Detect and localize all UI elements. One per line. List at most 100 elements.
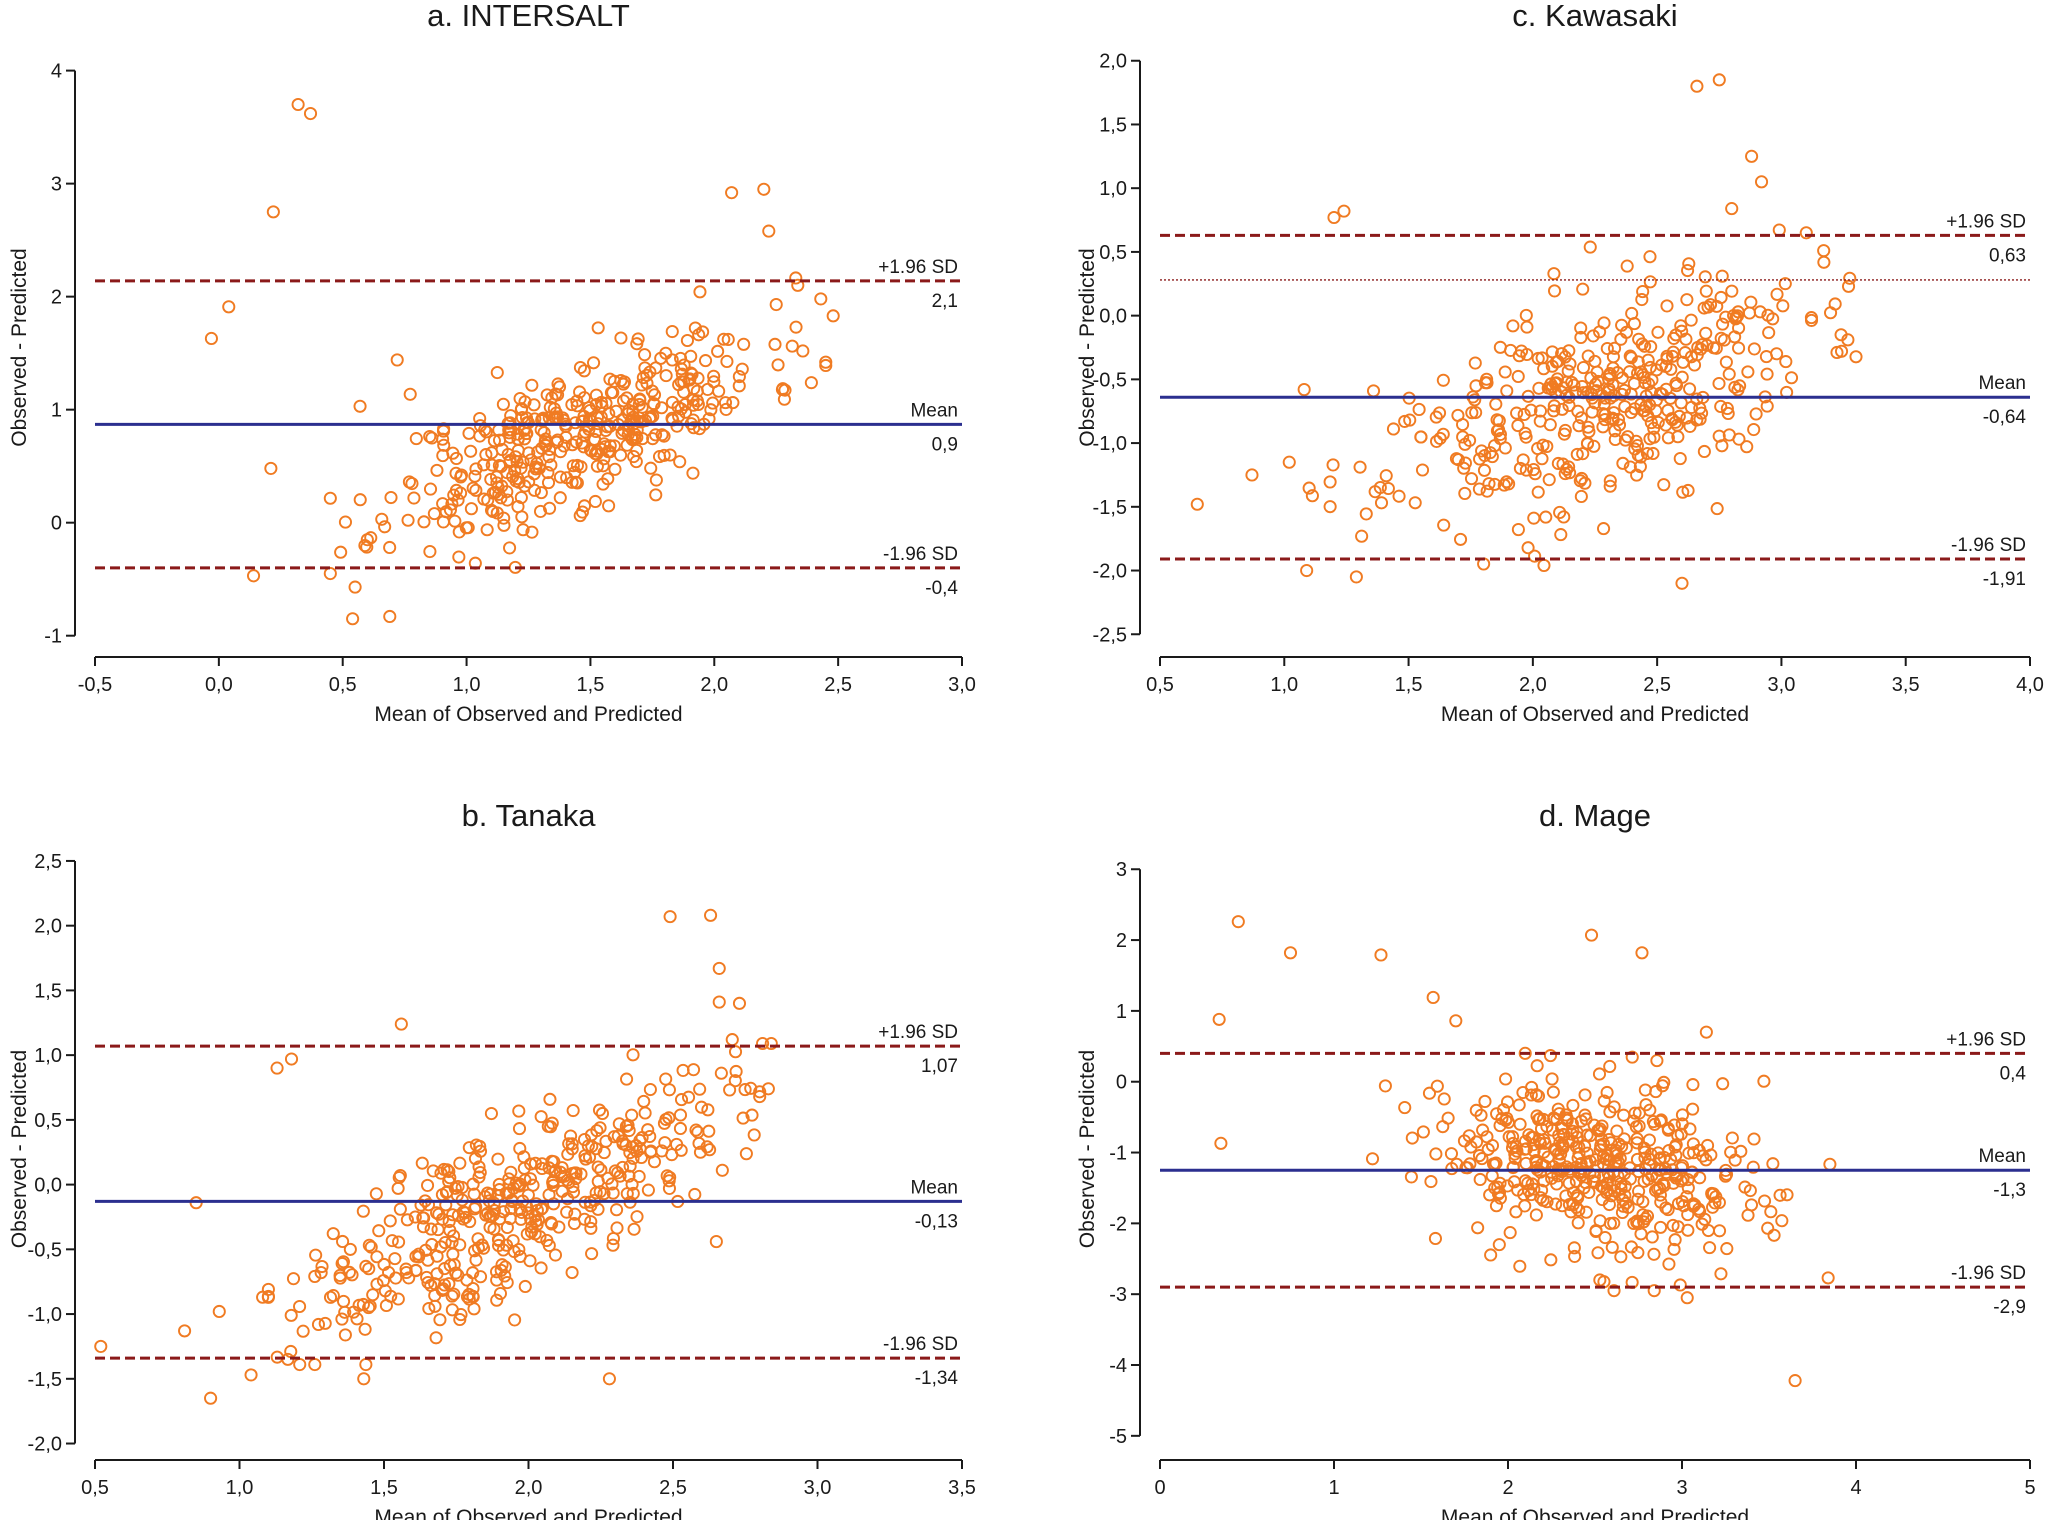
- upper-loa-value: 0,4: [2000, 1063, 2027, 1084]
- data-point: [1529, 1208, 1543, 1222]
- data-point: [1527, 511, 1541, 525]
- data-point: [704, 403, 718, 417]
- x-tick-label: 0,5: [81, 1477, 109, 1499]
- data-point: [1578, 1088, 1592, 1102]
- data-point: [1744, 295, 1758, 309]
- data-point: [627, 1222, 641, 1236]
- data-point: [1640, 446, 1654, 461]
- data-point: [1492, 1238, 1506, 1252]
- data-point: [1661, 1121, 1675, 1135]
- data-point: [1686, 1102, 1700, 1116]
- data-point: [1824, 306, 1838, 320]
- data-point: [311, 1317, 326, 1332]
- data-point: [1671, 430, 1685, 444]
- data-point: [1714, 1267, 1728, 1281]
- data-point: [485, 458, 499, 472]
- data-point: [500, 485, 514, 499]
- data-point: [434, 1240, 448, 1254]
- data-point: [303, 107, 318, 121]
- data-point: [244, 1368, 258, 1382]
- data-point: [1580, 1155, 1594, 1169]
- x-tick-label: 5: [2024, 1477, 2035, 1499]
- data-point: [1634, 1227, 1648, 1241]
- data-point: [425, 1237, 439, 1252]
- data-point: [1566, 1098, 1580, 1112]
- data-point: [1669, 376, 1683, 390]
- data-point: [707, 369, 721, 383]
- data-point: [635, 400, 649, 414]
- data-point: [1574, 321, 1588, 335]
- data-point: [655, 1144, 669, 1158]
- data-point: [1533, 404, 1547, 418]
- data-point: [416, 1211, 430, 1225]
- data-point: [1730, 309, 1745, 323]
- data-point: [375, 512, 389, 526]
- y-tick-label: -0,5: [1093, 369, 1127, 391]
- data-point: [1510, 406, 1524, 420]
- x-tick-label: -0,5: [78, 674, 112, 696]
- y-tick-label: 3: [51, 174, 62, 196]
- chart-panel-2: c. Kawasaki -2,5 -2,0 -1,5 -1,0 -0,5 0,0 0,5 1,0…: [1076, 0, 2044, 726]
- x-tick-label: 2: [1502, 1477, 1513, 1499]
- data-point: [384, 1289, 398, 1303]
- data-point: [535, 1161, 549, 1176]
- data-point: [684, 349, 698, 363]
- data-point: [1608, 432, 1622, 447]
- data-point: [1607, 1165, 1621, 1179]
- data-point: [1469, 1103, 1483, 1117]
- data-point: [1618, 1189, 1632, 1203]
- y-tick-label: 2: [51, 287, 62, 309]
- data-point: [595, 1106, 610, 1121]
- data-point: [1398, 414, 1412, 428]
- data-point: [1379, 469, 1393, 483]
- data-point: [628, 427, 642, 441]
- data-point: [1725, 1131, 1739, 1145]
- data-point: [383, 540, 397, 555]
- data-point: [1834, 328, 1848, 342]
- data-point: [1762, 326, 1776, 340]
- data-point: [455, 1180, 469, 1195]
- x-tick-label: 2,0: [700, 674, 728, 696]
- data-point: [1667, 331, 1681, 345]
- data-point: [629, 1139, 643, 1153]
- data-point: [296, 1324, 310, 1338]
- data-point: [323, 491, 337, 505]
- data-point: [514, 1212, 528, 1226]
- data-point: [1500, 384, 1514, 398]
- data-point: [1638, 1145, 1652, 1159]
- x-tick-label: 1,5: [1395, 674, 1423, 696]
- data-point: [518, 1279, 532, 1294]
- y-axis-label: Observed - Predicted: [8, 248, 31, 446]
- x-axis-label: Mean of Observed and Predicted: [1441, 703, 1749, 726]
- data-point: [1675, 324, 1689, 338]
- data-point: [1587, 439, 1601, 453]
- data-point: [1426, 990, 1440, 1004]
- data-point: [608, 462, 622, 476]
- data-point: [1557, 1128, 1571, 1142]
- data-point: [719, 402, 733, 416]
- data-point: [736, 1111, 750, 1125]
- data-point: [1749, 407, 1763, 421]
- data-point: [1326, 458, 1340, 472]
- x-tick-label: 0,5: [329, 674, 357, 696]
- data-point: [1650, 1054, 1664, 1068]
- x-tick-label: 2,5: [824, 674, 852, 696]
- data-point: [700, 1140, 714, 1154]
- data-point: [423, 545, 437, 559]
- data-point: [1727, 308, 1741, 323]
- data-point: [1799, 226, 1813, 240]
- data-point: [489, 1265, 504, 1279]
- data-point: [454, 468, 468, 482]
- data-point: [1537, 362, 1551, 376]
- data-point: [1542, 473, 1556, 487]
- data-point: [534, 1261, 548, 1275]
- data-point: [1373, 480, 1387, 495]
- y-axis-label: Observed - Predicted: [1076, 248, 1099, 446]
- x-tick-label: 1,5: [577, 674, 605, 696]
- data-point: [662, 1083, 676, 1097]
- data-point: [1600, 1085, 1614, 1100]
- data-point: [1717, 333, 1731, 347]
- data-point: [702, 1124, 716, 1138]
- data-point: [1560, 1111, 1574, 1125]
- data-point: [553, 470, 567, 484]
